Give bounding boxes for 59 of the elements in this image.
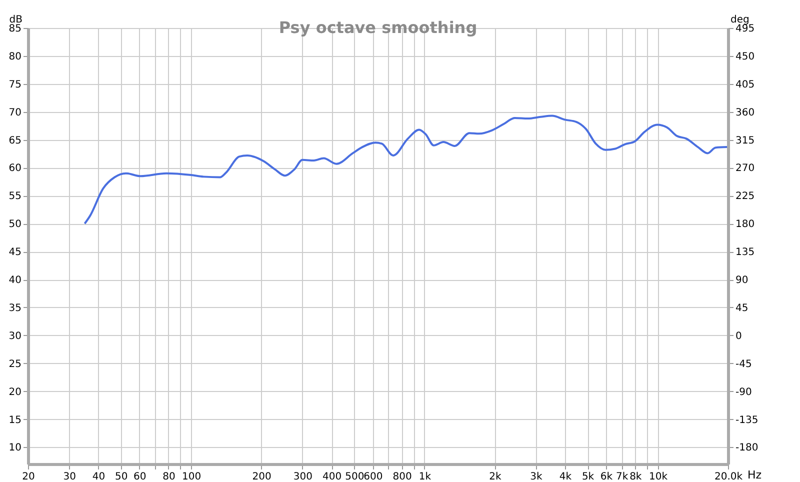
y2-tick-label: 225 xyxy=(736,191,755,202)
x-tick-label: 300 xyxy=(293,472,312,482)
y2-tick-label: 0 xyxy=(736,330,742,342)
x-tick-label: 6k xyxy=(600,472,613,482)
y-tick-label: 85 xyxy=(8,24,22,34)
x-tick-label: 10k xyxy=(649,472,668,482)
chart-title: Psy octave smoothing xyxy=(278,18,478,37)
x-tick-label: 500 xyxy=(345,472,364,482)
y2-tick-label: -135 xyxy=(736,414,758,426)
y2-tick-label: 90 xyxy=(736,275,748,286)
x-tick-label: 60 xyxy=(133,472,146,482)
x-tick-label: 7k xyxy=(616,472,628,482)
x-tick-label: 600 xyxy=(364,472,383,482)
x-tick-label: 40 xyxy=(92,472,106,482)
x-tick-label: 100 xyxy=(182,472,202,482)
y-tick-label: 15 xyxy=(8,414,22,426)
y-tick-label: 50 xyxy=(8,219,22,230)
x-tick-label: 8k xyxy=(630,472,642,482)
y-axis-title: dB xyxy=(9,14,23,26)
y-tick-label: 55 xyxy=(8,191,22,202)
y2-tick-label: 135 xyxy=(736,247,755,258)
y-tick-label: 70 xyxy=(8,107,22,118)
x-tick-label: 800 xyxy=(392,472,412,482)
y2-tick-label: 270 xyxy=(736,163,755,174)
y-tick-label: 35 xyxy=(8,302,22,314)
y2-tick-label: 360 xyxy=(736,107,755,118)
y-tick-label: 20 xyxy=(8,386,22,398)
x-tick-label: 200 xyxy=(252,472,272,482)
x-tick-label: 5k xyxy=(582,472,594,482)
x-tick-label: 2k xyxy=(489,472,502,482)
y2-tick-label: 180 xyxy=(736,219,755,230)
x-tick-label: 400 xyxy=(322,472,342,482)
y2-tick-label: -45 xyxy=(736,358,752,370)
y2-tick-label: 495 xyxy=(736,24,755,34)
x-tick-label: 4k xyxy=(559,472,572,482)
y-tick-label: 30 xyxy=(8,330,22,342)
y2-tick-label: 315 xyxy=(736,135,755,146)
y2-tick-label: 45 xyxy=(736,302,748,314)
y2-tick-label: 450 xyxy=(736,51,755,62)
y-tick-label: 65 xyxy=(8,135,22,146)
y-tick-label: 60 xyxy=(8,163,22,174)
x-tick-label: 1k xyxy=(418,472,432,482)
y-tick-label: 25 xyxy=(8,358,22,370)
y2-axis-title: deg xyxy=(730,14,750,26)
y-tick-label: 10 xyxy=(8,442,22,454)
y2-tick-label: -90 xyxy=(736,386,752,398)
x-tick-label: 3k xyxy=(530,472,543,482)
y2-tick-label: -180 xyxy=(736,442,758,454)
y-tick-label: 40 xyxy=(8,275,22,286)
x-tick-label: 20 xyxy=(22,472,35,482)
y2-tick-label: 405 xyxy=(736,79,755,90)
x-tick-label: 20.0k xyxy=(714,472,743,482)
y-tick-label: 45 xyxy=(8,247,22,258)
x-axis-title: Hz xyxy=(747,468,762,482)
x-tick-label: 30 xyxy=(63,472,76,482)
x-tick-label: 80 xyxy=(162,472,176,482)
y-tick-label: 80 xyxy=(8,51,22,62)
x-tick-label: 50 xyxy=(114,472,128,482)
y-tick-label: 75 xyxy=(8,79,22,90)
